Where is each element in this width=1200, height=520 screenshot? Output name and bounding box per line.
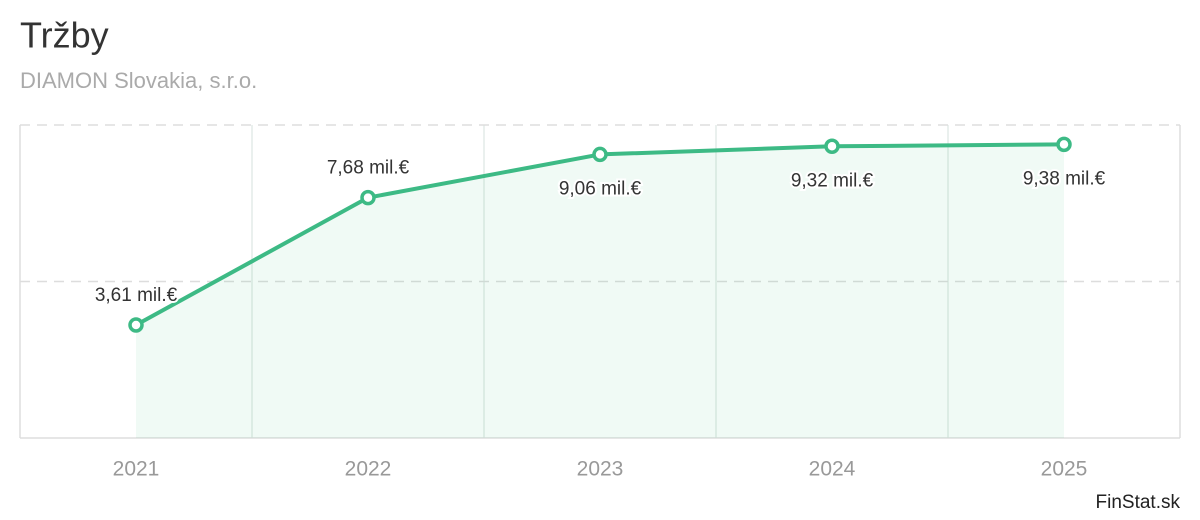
source: FinStat.sk (1096, 492, 1181, 513)
value-label: 9,38 mil.€ (1023, 168, 1106, 189)
chart-title: Tržby (20, 15, 109, 56)
x-tick-label: 2021 (113, 458, 160, 481)
point (128, 317, 144, 333)
x-tick-label: 2022 (345, 458, 392, 481)
chart-subtitle: DIAMON Slovakia, s.r.o. (20, 68, 257, 93)
value-label: 7,68 mil.€ (327, 158, 410, 179)
area (136, 144, 1064, 438)
x-tick-label: 2023 (577, 458, 624, 481)
point (360, 189, 376, 206)
point (824, 138, 840, 155)
value-label: 9,32 mil.€ (791, 170, 874, 191)
point (592, 146, 608, 163)
value-label: 3,61 mil.€ (95, 285, 178, 306)
point (1056, 136, 1072, 153)
value-label: 9,06 mil.€ (559, 178, 642, 199)
x-tick-label: 2025 (1041, 458, 1088, 481)
x-tick-label: 2024 (809, 458, 856, 481)
